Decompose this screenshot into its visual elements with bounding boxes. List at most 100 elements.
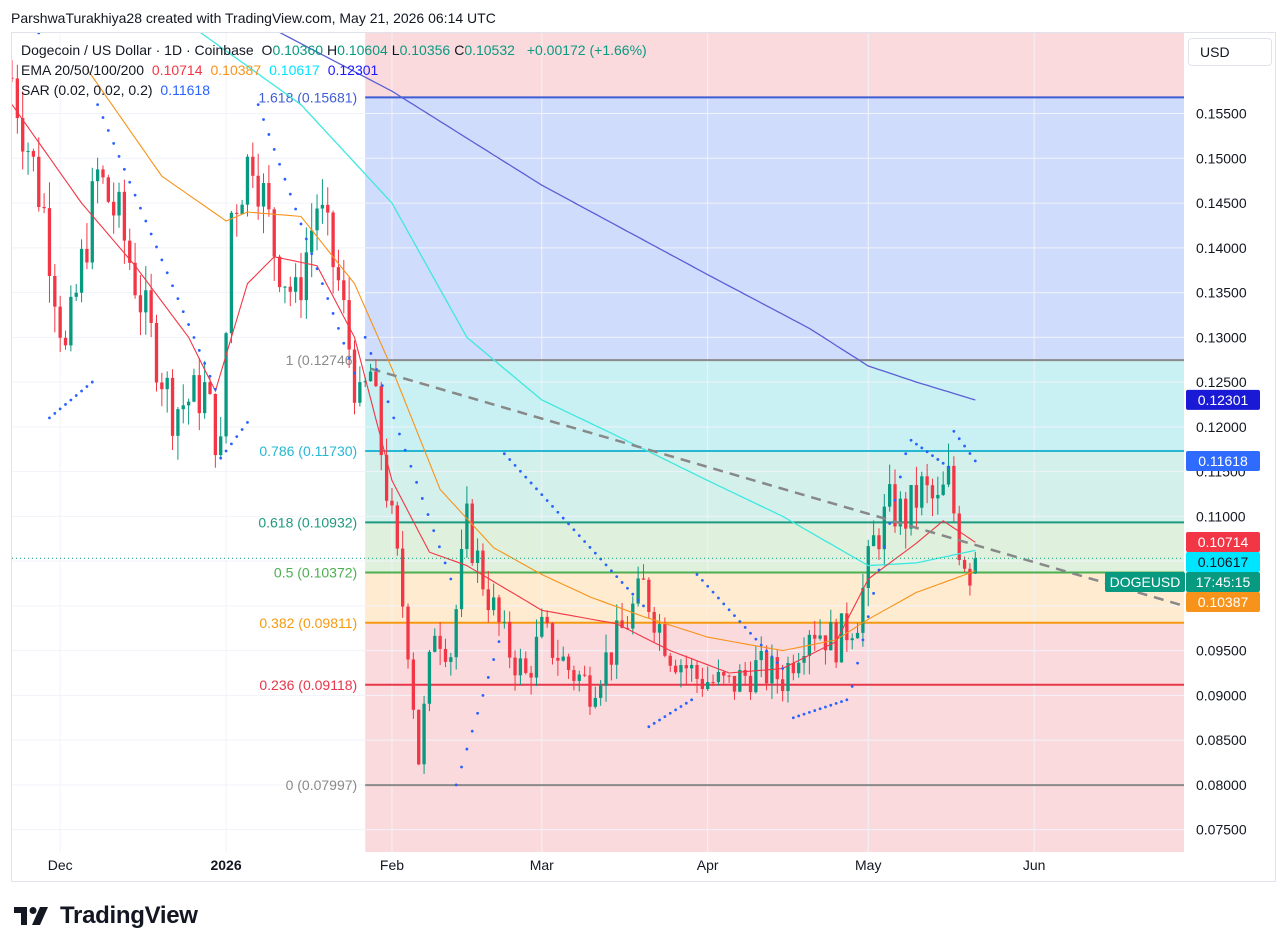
sar-dot bbox=[369, 352, 373, 355]
candle-body bbox=[941, 484, 945, 495]
sar-dot bbox=[781, 667, 785, 670]
candle-body bbox=[379, 386, 383, 456]
candle-body bbox=[764, 650, 769, 684]
sar-dot bbox=[524, 475, 528, 479]
legend-ohlc: O0.10360 H0.10604 L0.10356 C0.10532 bbox=[262, 42, 519, 58]
symbol-badge bbox=[1105, 571, 1185, 592]
candle-body bbox=[845, 613, 849, 641]
candle-body bbox=[738, 670, 742, 692]
legend-change: +0.00172 (+1.66%) bbox=[526, 42, 647, 58]
sar-dot bbox=[540, 493, 544, 497]
y-tick-label: 0.08500 bbox=[1196, 732, 1247, 748]
candle-body bbox=[513, 657, 517, 676]
sar-dot bbox=[706, 584, 710, 588]
candle-body bbox=[395, 505, 399, 549]
sar-dot bbox=[754, 637, 758, 641]
fib-zone bbox=[365, 684, 1185, 786]
y-tick-label: 0.13500 bbox=[1196, 285, 1247, 301]
candle-body bbox=[122, 191, 127, 241]
candle-body bbox=[154, 322, 159, 383]
sar-dot bbox=[133, 193, 137, 197]
sar-dot bbox=[230, 442, 233, 446]
price-badge-label: 0.10387 bbox=[1198, 594, 1249, 610]
sar-dot bbox=[722, 602, 726, 606]
sar-dot bbox=[829, 703, 833, 707]
legend-ohlc-value: 0.10360 bbox=[272, 42, 324, 58]
candle-body bbox=[342, 280, 346, 301]
candle-body bbox=[973, 558, 977, 574]
sar-dot bbox=[733, 614, 736, 618]
sar-dot bbox=[791, 716, 795, 720]
fib-level-label: 0 (0.07997) bbox=[286, 777, 358, 793]
sar-dot bbox=[765, 649, 768, 653]
sar-dot bbox=[700, 578, 704, 582]
candle-body bbox=[15, 78, 20, 119]
fib-zone-top bbox=[365, 33, 1185, 98]
candle-body bbox=[256, 175, 260, 207]
candle-body bbox=[31, 150, 36, 157]
tradingview-logo[interactable]: TradingView bbox=[14, 902, 198, 930]
sar-dot bbox=[893, 498, 897, 502]
candle-body bbox=[861, 588, 865, 633]
sar-dot bbox=[904, 452, 908, 456]
chart-frame bbox=[11, 32, 1276, 882]
sar-dot bbox=[609, 569, 613, 573]
candle-body bbox=[267, 183, 271, 210]
candle-body bbox=[486, 589, 490, 611]
candle-body bbox=[791, 662, 795, 674]
legend-ema-values: 0.10714 0.10387 0.10617 0.12301 bbox=[152, 62, 386, 78]
sar-dot bbox=[192, 336, 196, 339]
sar-dot bbox=[160, 258, 164, 262]
sar-dot bbox=[363, 335, 367, 339]
candle-body bbox=[58, 306, 62, 338]
candle-body bbox=[754, 660, 758, 693]
sar-dot bbox=[90, 380, 94, 384]
sar-dot bbox=[315, 267, 319, 271]
candle-body bbox=[615, 620, 619, 665]
candle-body bbox=[695, 664, 699, 679]
sar-dot bbox=[770, 655, 774, 659]
fib-zone bbox=[365, 572, 1185, 623]
sar-dot bbox=[711, 590, 715, 594]
sar-dot bbox=[375, 368, 379, 371]
sar-dot bbox=[952, 429, 956, 433]
y-tick-label: 0.09500 bbox=[1196, 643, 1247, 659]
candle-body bbox=[101, 169, 105, 178]
sar-dot bbox=[508, 458, 512, 461]
candle-body bbox=[882, 506, 886, 550]
candle-body bbox=[186, 401, 191, 406]
sar-dot bbox=[139, 206, 142, 210]
candle-body bbox=[219, 436, 223, 456]
candle-body bbox=[454, 609, 458, 658]
sar-dot bbox=[840, 700, 843, 704]
candle-body bbox=[716, 671, 721, 683]
candle-body bbox=[930, 485, 935, 499]
candle-body bbox=[21, 118, 25, 152]
sar-dot bbox=[567, 522, 570, 526]
currency-selector[interactable]: USD bbox=[1188, 38, 1272, 66]
sar-dot bbox=[481, 693, 485, 697]
tradingview-logo-icon bbox=[14, 907, 48, 925]
sar-dot bbox=[631, 592, 635, 596]
candle-body bbox=[780, 679, 785, 692]
sar-dot bbox=[21, 18, 24, 21]
sar-dot bbox=[386, 400, 390, 404]
legend-ohlc-key: C bbox=[454, 42, 465, 58]
candle-body bbox=[529, 672, 533, 678]
sar-dot bbox=[347, 356, 351, 360]
candle-body bbox=[138, 295, 143, 313]
candle-body bbox=[42, 207, 46, 209]
candle-body bbox=[37, 156, 41, 208]
sar-dot bbox=[310, 252, 314, 256]
sar-dot bbox=[797, 714, 801, 718]
sar-dot bbox=[240, 428, 244, 431]
legend-ohlc-key: H bbox=[327, 42, 338, 58]
candle-body bbox=[417, 709, 421, 765]
sar-dot bbox=[288, 192, 292, 196]
sar-dot bbox=[117, 154, 121, 158]
sar-dot bbox=[219, 456, 223, 460]
sar-dot bbox=[492, 658, 496, 661]
fib-level-label: 1.618 (0.15681) bbox=[258, 89, 357, 105]
y-tick-label: 0.14000 bbox=[1196, 240, 1247, 256]
